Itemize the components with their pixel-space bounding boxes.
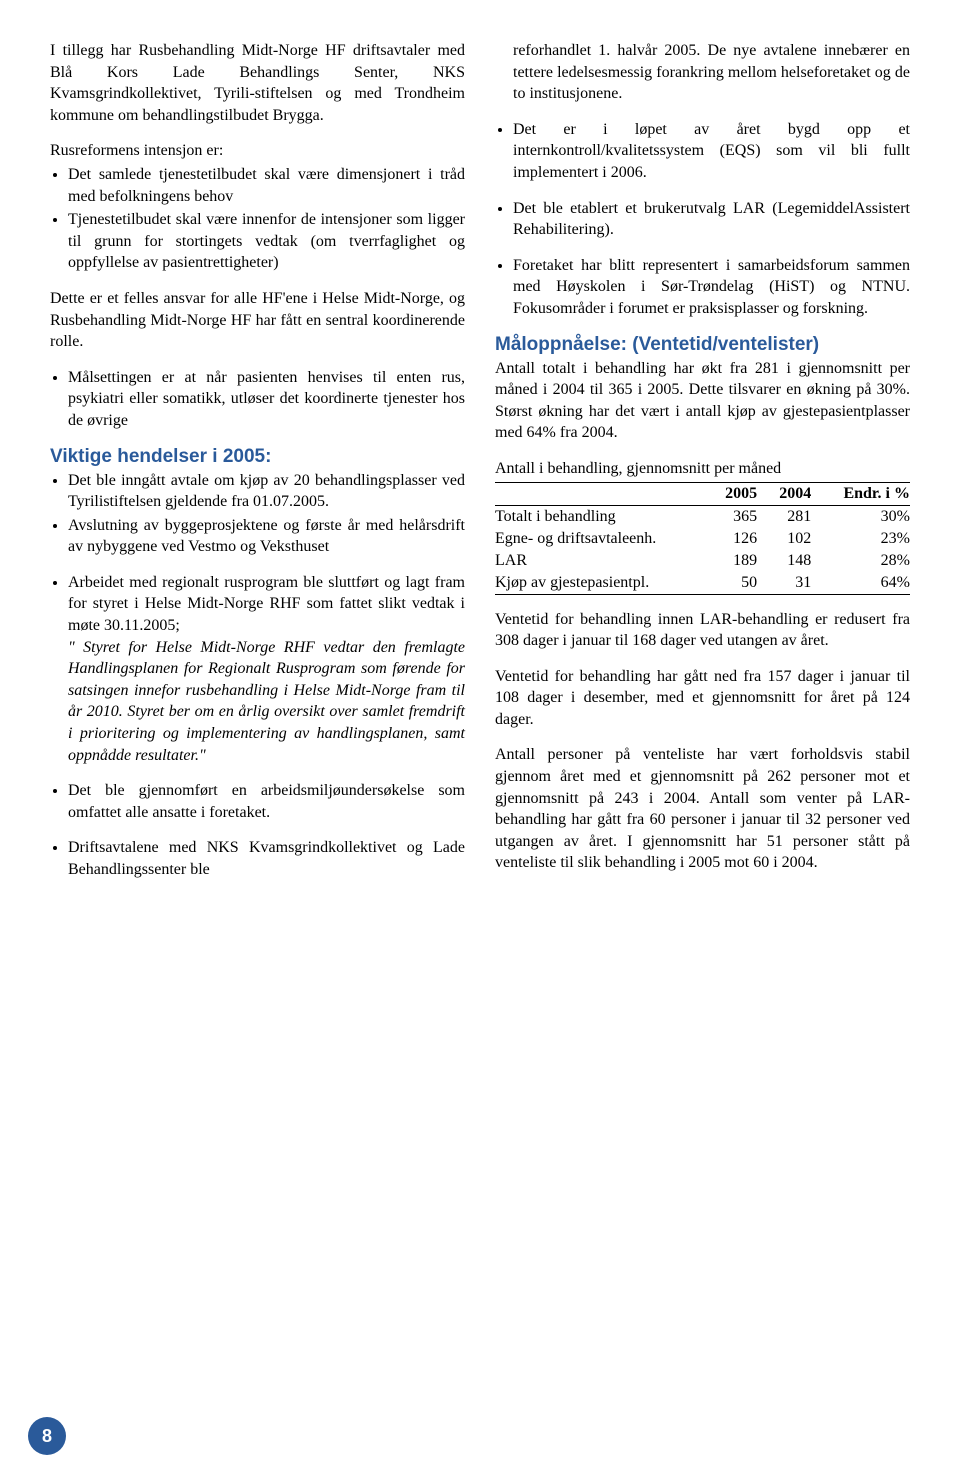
list-item: Avslutning av byggeprosjektene og første… — [68, 515, 465, 558]
table-cell: 281 — [757, 505, 811, 528]
table-cell: 50 — [703, 572, 757, 595]
paragraph: I tillegg har Rusbehandling Midt-Norge H… — [50, 40, 465, 126]
table-cell: 365 — [703, 505, 757, 528]
bullet-list: Det ble inngått avtale om kjøp av 20 beh… — [50, 470, 465, 558]
table-cell: 30% — [811, 505, 910, 528]
table-cell: 28% — [811, 550, 910, 572]
list-item: Tjenestetilbudet skal være innenfor de i… — [68, 209, 465, 274]
table-cell: 102 — [757, 528, 811, 550]
left-column: I tillegg har Rusbehandling Midt-Norge H… — [50, 40, 465, 888]
bullet-list: Det ble gjennomført en arbeidsmiljøunder… — [50, 780, 465, 823]
quote-text: " Styret for Helse Midt-Norge RHF vedtar… — [68, 639, 465, 764]
list-item: Det ble inngått avtale om kjøp av 20 beh… — [68, 470, 465, 513]
table-header-row: 2005 2004 Endr. i % — [495, 482, 910, 505]
section-heading-maloppnaelse: Måloppnåelse: (Ventetid/ventelister) — [495, 334, 910, 356]
table-cell: 31 — [757, 572, 811, 595]
list-item: Målsettingen er at når pasienten henvise… — [68, 367, 465, 432]
list-item: Driftsavtalene med NKS Kvamsgrindkollekt… — [68, 837, 465, 880]
page-number-badge: 8 — [28, 1417, 66, 1455]
table-cell: 126 — [703, 528, 757, 550]
table-caption: Antall i behandling, gjennomsnitt per må… — [495, 458, 910, 480]
table-cell: 189 — [703, 550, 757, 572]
behandling-table: 2005 2004 Endr. i % Totalt i behandling … — [495, 482, 910, 595]
list-item: Det ble gjennomført en arbeidsmiljøunder… — [68, 780, 465, 823]
bullet-list: Det ble etablert et brukerutvalg LAR (Le… — [495, 198, 910, 241]
list-item: Det samlede tjenestetilbudet skal være d… — [68, 164, 465, 207]
table-cell: 23% — [811, 528, 910, 550]
bullet-list: Foretaket har blitt representert i samar… — [495, 255, 910, 320]
bullet-list: Målsettingen er at når pasienten henvise… — [50, 367, 465, 432]
bullet-list: Det samlede tjenestetilbudet skal være d… — [50, 164, 465, 274]
paragraph: Ventetid for behandling har gått ned fra… — [495, 666, 910, 731]
table-header-cell — [495, 482, 703, 505]
paragraph: reforhandlet 1. halvår 2005. De nye avta… — [495, 40, 910, 105]
table-header-cell: Endr. i % — [811, 482, 910, 505]
paragraph: Antall personer på venteliste har vært f… — [495, 744, 910, 874]
list-item: Det ble etablert et brukerutvalg LAR (Le… — [513, 198, 910, 241]
table-cell: LAR — [495, 550, 703, 572]
list-item: Det er i løpet av året bygd opp et inter… — [513, 119, 910, 184]
table-row: Kjøp av gjestepasientpl. 50 31 64% — [495, 572, 910, 595]
right-column: reforhandlet 1. halvår 2005. De nye avta… — [495, 40, 910, 888]
paragraph: Dette er et felles ansvar for alle HF'en… — [50, 288, 465, 353]
table-cell: 64% — [811, 572, 910, 595]
section-heading-viktige: Viktige hendelser i 2005: — [50, 446, 465, 468]
table-cell: Totalt i behandling — [495, 505, 703, 528]
table-cell: Kjøp av gjestepasientpl. — [495, 572, 703, 595]
table-row: Totalt i behandling 365 281 30% — [495, 505, 910, 528]
table-header-cell: 2004 — [757, 482, 811, 505]
paragraph: Rusreformens intensjon er: — [50, 140, 465, 162]
bullet-list: Arbeidet med regionalt rusprogram ble sl… — [50, 572, 465, 766]
paragraph: Ventetid for behandling innen LAR-behand… — [495, 609, 910, 652]
list-item-text: Arbeidet med regionalt rusprogram ble sl… — [68, 574, 465, 634]
table-row: Egne- og driftsavtaleenh. 126 102 23% — [495, 528, 910, 550]
bullet-list: Driftsavtalene med NKS Kvamsgrindkollekt… — [50, 837, 465, 880]
bullet-list: Det er i løpet av året bygd opp et inter… — [495, 119, 910, 184]
table-header-cell: 2005 — [703, 482, 757, 505]
list-item: Arbeidet med regionalt rusprogram ble sl… — [68, 572, 465, 766]
list-item: Foretaket har blitt representert i samar… — [513, 255, 910, 320]
table-row: LAR 189 148 28% — [495, 550, 910, 572]
table-cell: Egne- og driftsavtaleenh. — [495, 528, 703, 550]
table-cell: 148 — [757, 550, 811, 572]
paragraph: Antall totalt i behandling har økt fra 2… — [495, 358, 910, 444]
